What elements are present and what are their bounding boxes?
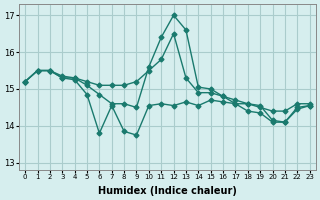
X-axis label: Humidex (Indice chaleur): Humidex (Indice chaleur) — [98, 186, 237, 196]
